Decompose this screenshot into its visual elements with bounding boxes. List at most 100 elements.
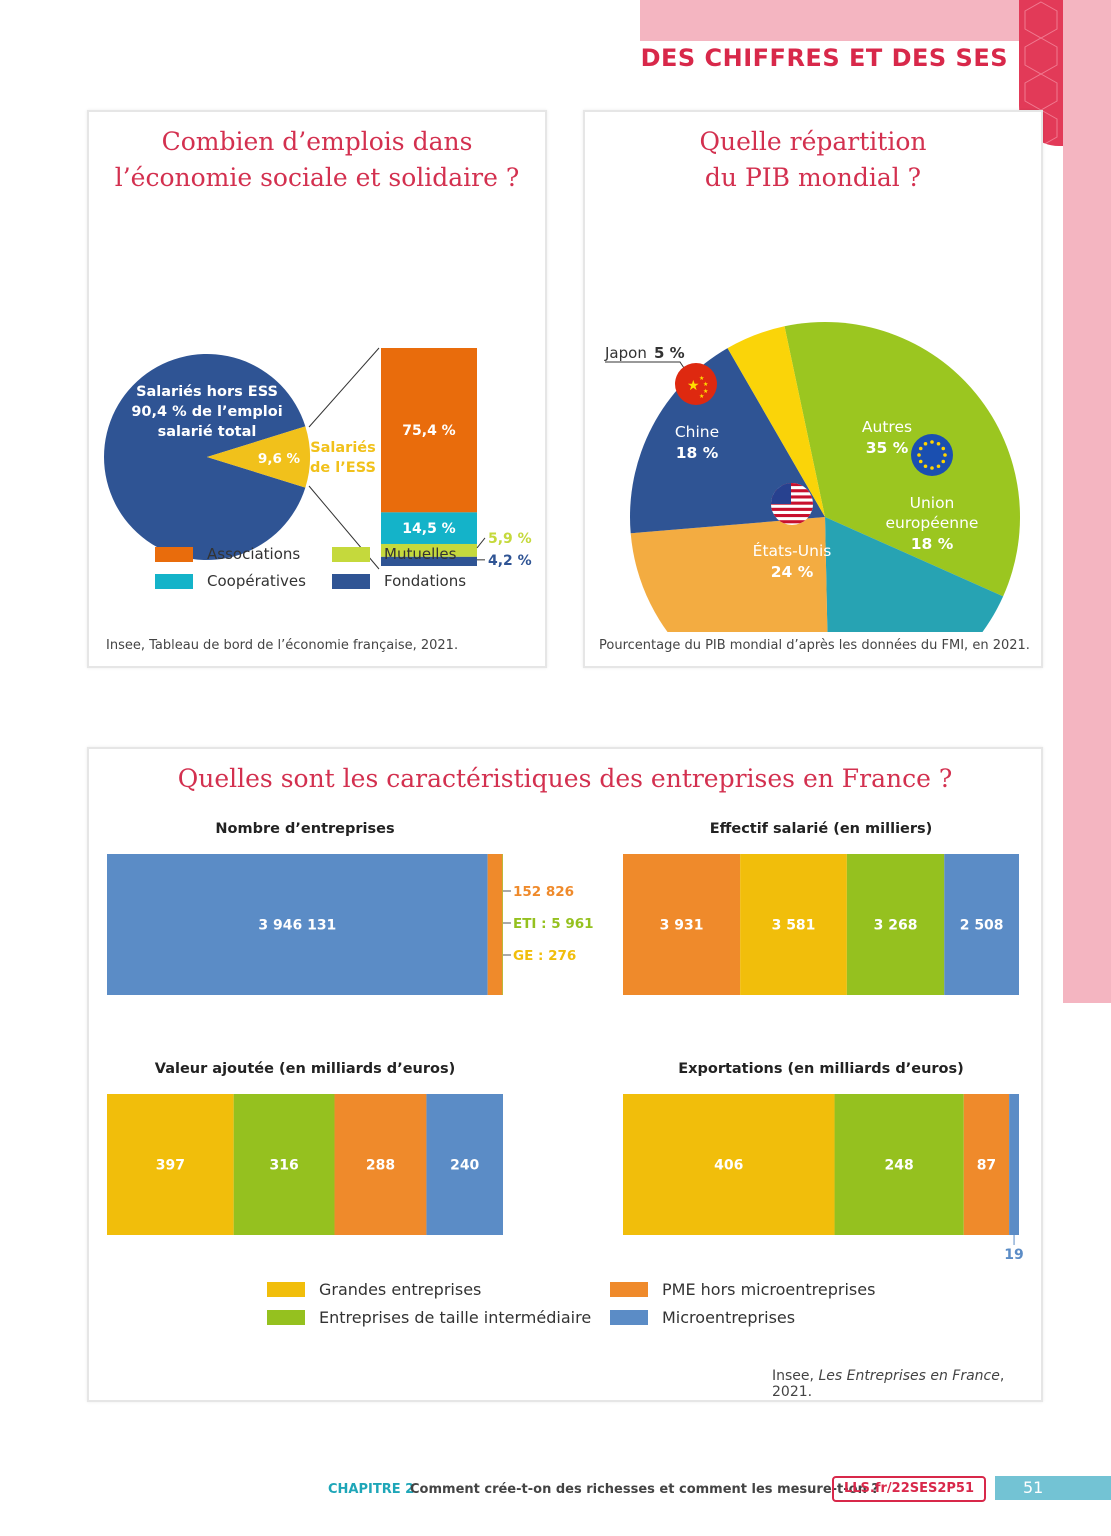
legend-label-cooperatives: Coopératives [207,572,306,590]
pib-card-title: Quelle répartition du PIB mondial ? [585,124,1041,196]
nombre-label-pme: 152 826 [513,884,574,900]
effectif-label-micro: 2 508 [960,918,1004,934]
nombre-label-micro: 3 946 131 [258,918,336,934]
pib-title-line1: Quelle répartition [699,127,927,156]
effectif-bar-micro [944,854,1019,995]
legend-associations: Associations [155,545,300,563]
legend-cooperatives: Coopératives [155,572,306,590]
bar-label-associations: 75,4 % [402,423,455,439]
eu-star [918,459,923,464]
pie-slice-ess [207,426,310,488]
effectif-bar-grandes [740,854,847,995]
us-stripe [771,514,813,518]
us-stripe [771,483,813,487]
svg-text:★: ★ [703,381,708,388]
pib-chart: ★ ★ ★ ★ ★ Japon 5 % Autres 35 % Chine 18 % Éta… [604,322,1020,632]
exportations-label-grandes: 406 [714,1158,743,1174]
eu-star [923,464,928,469]
subtitle-exportations: Exportations (en milliards d’euros) [678,1061,964,1077]
footer-lls-link[interactable]: LLS.fr/22SES2P51 [832,1476,986,1502]
eu-star [936,464,941,469]
va-label-micro: 240 [450,1158,479,1174]
eu-star [930,466,934,470]
ess-source: Insee, Tableau de bord de l’économie fra… [106,638,459,653]
effectif-bar-pme [623,854,741,995]
ess-card: Combien d’emplois dans l’économie social… [87,110,547,668]
effectif-label-grandes: 3 581 [772,918,816,934]
pib-card: Quelle répartition du PIB mondial ? ★ ★ … [583,110,1043,668]
eu-star [936,441,941,446]
nombre-label-eti: ETI : 5 961 [513,916,594,932]
ess-slice-label-line2: de l’ESS [310,460,376,476]
subtitle-nombre: Nombre d’entreprises [215,821,395,837]
va-bar-grandes [107,1094,234,1235]
us-stripe [771,507,813,511]
exportations-label-pme: 87 [977,1158,996,1174]
bar-associations [381,348,477,513]
legend-label-associations: Associations [207,545,301,563]
page-number: 51 [995,1476,1111,1500]
page-header-title: DES CHIFFRES ET DES SES [640,44,1008,72]
legend-swatch-pme [610,1282,648,1297]
right-pink-band [1063,0,1111,1003]
mutuelles-leader-line [476,537,486,549]
entreprises-card: Quelles sont les caractéristiques des en… [87,747,1043,1402]
eu-star [917,453,921,457]
entreprises-card-title: Quelles sont les caractéristiques des en… [177,764,953,793]
pib-title-line2: du PIB mondial ? [704,163,922,192]
legend-mutuelles: Mutuelles [332,545,456,563]
legend-swatch-cooperatives [155,573,193,589]
us-flag-icon [771,483,813,525]
chine-name: Chine [675,423,719,441]
autres-name: Autres [862,418,912,436]
exportations-bar-eti [834,1094,964,1235]
legend-swatch-micro [610,1310,648,1325]
svg-text:★: ★ [703,388,708,395]
us-stripe [771,520,813,524]
bar-mutuelles [381,543,477,557]
pie-slice-autres [784,322,1020,597]
va-label-pme: 288 [366,1158,395,1174]
bar-label-fondations: 4,2 % [488,553,532,569]
bar-fondations [381,556,477,566]
nombre-bar-eti [502,854,503,995]
us-stripe [771,495,813,499]
legend-label-fondations: Fondations [384,572,467,590]
subtitle-effectif: Effectif salarié (en milliers) [709,821,933,837]
effectif-label-eti: 3 268 [874,918,918,934]
eu-star [941,446,946,451]
entreprises-source-suffix: , 2021. [772,1368,1005,1400]
legend-pme: PME hors microentreprises [610,1280,875,1299]
connector-top-line [308,347,380,428]
legend-eti: Entreprises de taille intermédiaire [267,1308,591,1327]
bar-cooperatives [381,512,477,544]
exportations-bar-grandes [623,1094,835,1235]
entreprises-source-prefix: Insee, [772,1368,819,1384]
legend-label-grandes: Grandes entreprises [319,1280,482,1299]
eu-star [941,459,946,464]
legend-swatch-fondations [332,573,370,589]
ue-value: 18 % [911,535,954,553]
ess-card-title: Combien d’emplois dans l’économie social… [89,124,545,196]
bar-label-cooperatives: 14,5 % [402,521,455,537]
pie-label-line1: Salariés hors ESS [136,384,278,400]
pie-slice-japon [727,326,825,517]
pie-slice-hors-ess [104,354,306,560]
exportations-label-eti: 248 [885,1158,914,1174]
us-stripe [771,489,813,493]
pie-label-line3: salarié total [158,424,257,440]
china-flag-icon: ★ ★ ★ ★ ★ [675,363,717,405]
ess-title-line2: l’économie sociale et solidaire ? [114,163,520,192]
legend-swatch-grandes [267,1282,305,1297]
va-bar-micro [426,1094,503,1235]
japon-name: Japon [604,344,647,362]
ess-slice-label-line1: Salariés [310,440,376,456]
eu-star [943,453,947,457]
entreprises-charts: 3 946 131 152 826 ETI : 5 961 GE : 276 3 931… [107,854,1024,1263]
eu-star [930,440,934,444]
footer: CHAPITRE 2 Comment crée-t-on des richess… [0,1474,1111,1504]
nombre-bar-pme [487,854,503,995]
pie-label-line2: 90,4 % de l’emploi [131,404,282,420]
exportations-bar-micro [1009,1094,1019,1235]
autres-value: 35 % [866,439,909,457]
